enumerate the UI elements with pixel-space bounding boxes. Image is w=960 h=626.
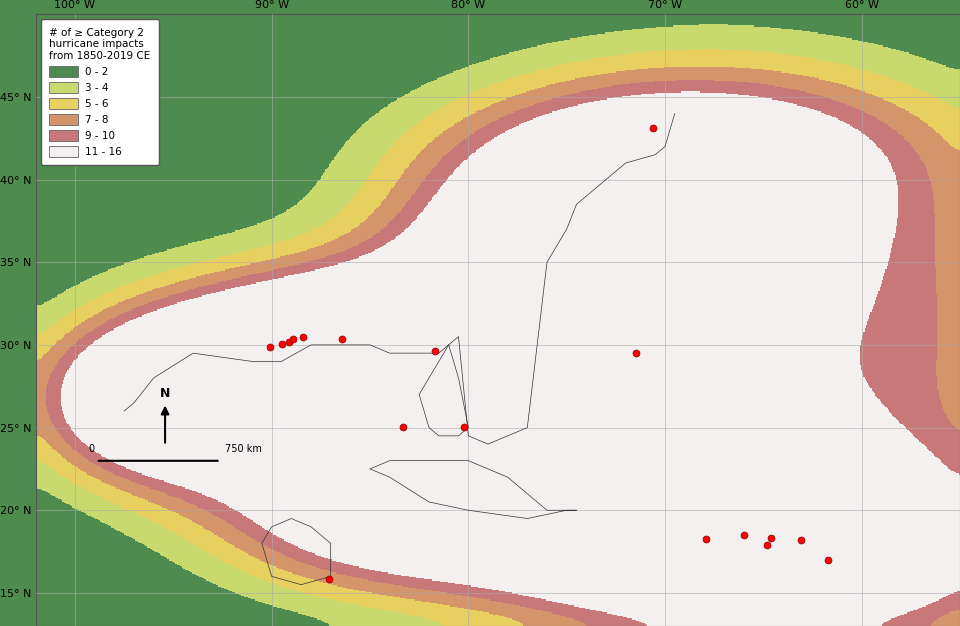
Legend: 0 - 2, 3 - 4, 5 - 6, 7 - 8, 9 - 10, 11 - 16: 0 - 2, 3 - 4, 5 - 6, 7 - 8, 9 - 10, 11 -…	[41, 19, 158, 165]
Text: 750 km: 750 km	[226, 444, 262, 454]
Text: 0: 0	[88, 444, 94, 454]
Text: N: N	[160, 387, 170, 399]
